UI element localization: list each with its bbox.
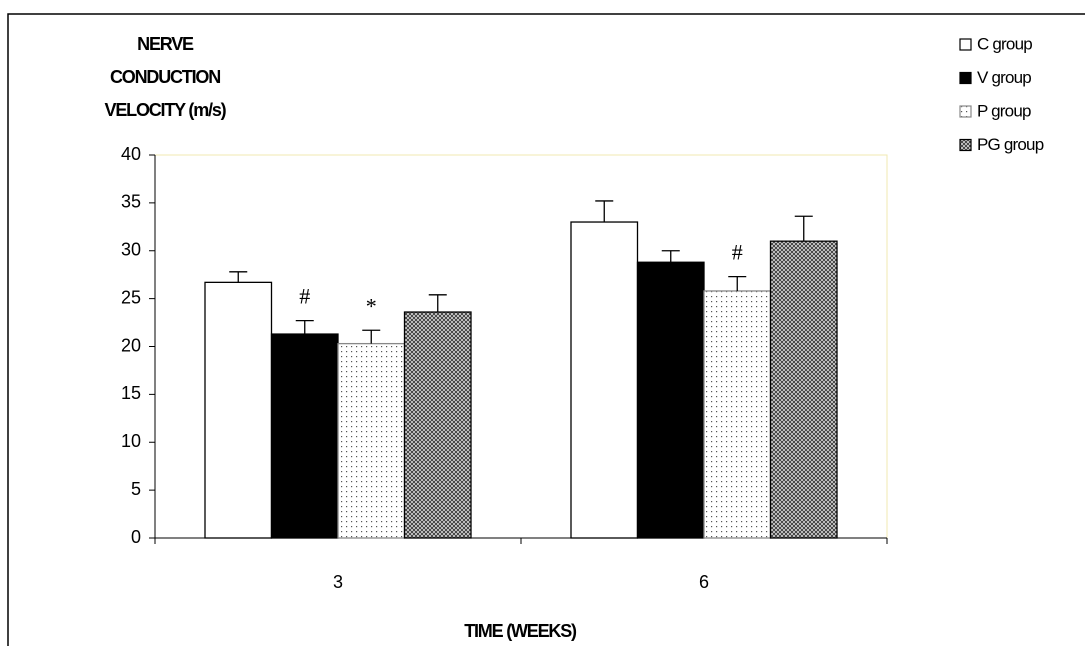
y-tick-label: 25	[121, 287, 141, 307]
error-bar	[595, 201, 613, 222]
bar	[638, 262, 705, 538]
y-tick-label: 5	[131, 479, 141, 499]
error-bar	[362, 330, 380, 343]
x-axis-title: TIME (WEEKS)	[464, 621, 577, 641]
y-axis-title: NERVE	[137, 34, 194, 54]
legend-swatch	[960, 73, 971, 84]
significance-mark: *	[366, 293, 377, 318]
x-tick-label: 6	[699, 572, 709, 592]
legend-label: V group	[977, 68, 1031, 87]
y-axis-title: CONDUCTION	[110, 67, 220, 87]
significance-mark: #	[732, 240, 743, 265]
bar	[338, 344, 405, 538]
legend-swatch	[960, 140, 971, 151]
error-bar	[728, 277, 746, 291]
bar	[405, 312, 472, 538]
legend-swatch	[960, 39, 971, 50]
legend-label: C group	[977, 34, 1032, 53]
legend-label: P group	[977, 101, 1031, 120]
y-tick-label: 35	[121, 192, 141, 212]
y-axis-title: VELOCITY (m/s)	[105, 100, 227, 120]
error-bar	[429, 295, 447, 312]
chart: TIME (WEEKS) NERVE CONDUCTION VELOCITY (m/…	[0, 0, 1085, 646]
y-tick-label: 20	[121, 335, 141, 355]
y-tick-label: 15	[121, 383, 141, 403]
bar	[571, 222, 638, 538]
error-bar	[662, 251, 680, 262]
y-tick-label: 40	[121, 144, 141, 164]
x-tick-label: 3	[333, 572, 343, 592]
error-bar	[229, 272, 247, 283]
bar	[272, 334, 339, 538]
legend-swatch	[960, 106, 971, 117]
error-bar	[795, 216, 813, 241]
bar	[205, 282, 272, 538]
error-bar	[296, 321, 314, 334]
y-tick-label: 30	[121, 240, 141, 260]
legend-label: PG group	[977, 135, 1044, 154]
bar	[771, 241, 838, 538]
y-tick-label: 0	[131, 527, 141, 547]
significance-mark: #	[299, 284, 310, 309]
y-tick-label: 10	[121, 431, 141, 451]
bar	[704, 291, 771, 538]
